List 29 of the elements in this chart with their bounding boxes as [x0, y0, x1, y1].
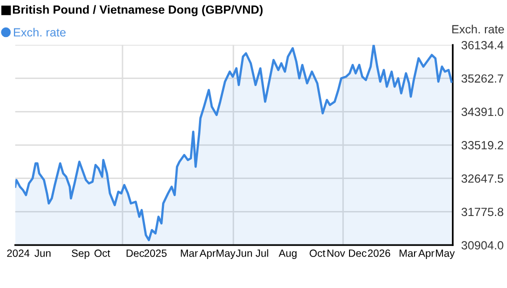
y-tick-label: 32647.5	[462, 174, 504, 183]
y-tick-label: 35262.7	[462, 74, 504, 83]
x-tick-label: Oct	[94, 250, 110, 257]
y-tick-label: 33519.2	[462, 141, 504, 150]
y-tick-label: 30904.0	[462, 241, 504, 250]
x-tick-label: Sep	[72, 250, 90, 259]
x-tick-label: 2026	[368, 250, 390, 257]
x-tick-label: May	[436, 250, 455, 259]
x-tick-label: May	[216, 250, 236, 259]
x-tick-label: Dec	[126, 250, 144, 257]
x-tick-label: Mar	[180, 250, 198, 257]
x-tick-label: Dec	[349, 250, 366, 257]
x-tick-label: 2024	[7, 250, 30, 257]
x-tick-label: Nov	[327, 250, 346, 257]
y-tick-label: 36134.4	[462, 40, 504, 50]
chart-title: British Pound / Vietnamese Dong (GBP/VND)	[12, 5, 263, 16]
x-tick-label: 2025	[144, 250, 167, 257]
x-tick-label: Apr	[418, 250, 434, 259]
y-axis-title: Exch. rate	[452, 24, 504, 34]
y-tick-label: 31775.8	[462, 208, 504, 216]
x-tick-label: Oct	[310, 250, 326, 257]
y-tick-label: 34391.0	[462, 108, 504, 116]
x-tick-label: Jul	[256, 249, 268, 257]
x-tick-label: Mar	[400, 250, 417, 257]
x-tick-label: Jun	[236, 250, 252, 257]
x-tick-label: Apr	[200, 250, 216, 259]
x-tick-label: Jun	[34, 250, 51, 257]
x-tick-label: Aug	[278, 250, 297, 259]
legend-label: Exch. rate	[14, 28, 66, 37]
